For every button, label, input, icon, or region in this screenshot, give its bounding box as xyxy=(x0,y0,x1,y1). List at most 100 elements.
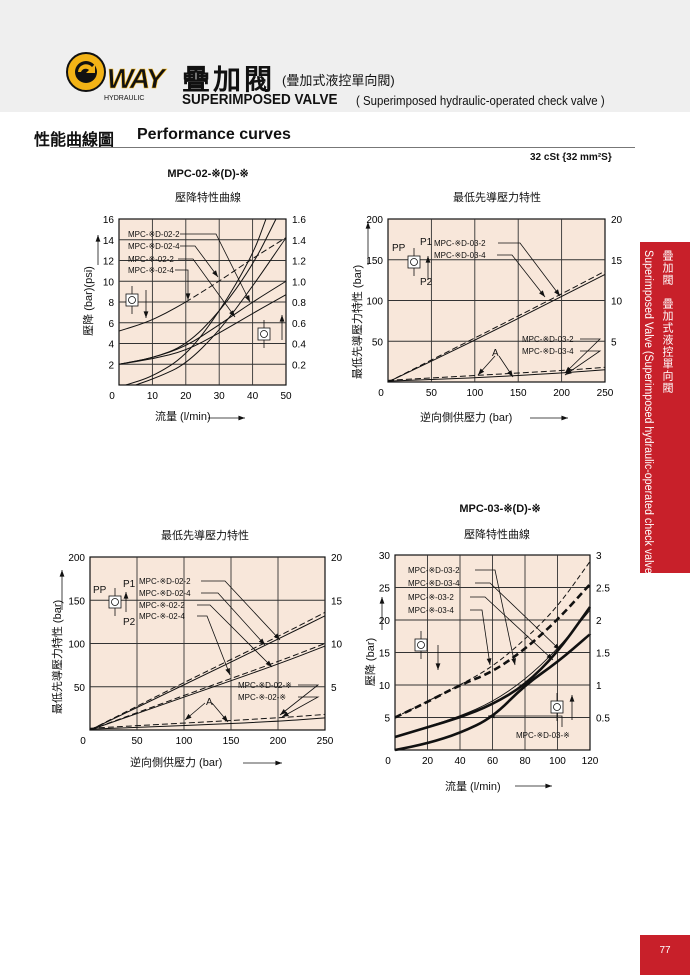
right-tick-label: 0.4 xyxy=(292,340,306,351)
right-tick-label: 1.6 xyxy=(292,215,306,226)
chart4-legend-1: MPC-※D-03-2 xyxy=(408,566,460,575)
arrow-head-icon xyxy=(279,315,285,322)
logo-arrow-icon xyxy=(78,64,95,73)
arrow-head-icon xyxy=(486,658,492,665)
series-line xyxy=(118,301,187,332)
x-tick-label: 120 xyxy=(582,756,599,767)
x-tick-label: 150 xyxy=(510,388,527,399)
x-tick-label: 100 xyxy=(176,736,193,747)
arrow-head-icon xyxy=(221,715,228,722)
arrow-head-icon xyxy=(488,713,495,719)
chart1-title: 壓降特性曲線 xyxy=(175,192,241,204)
x-tick-label: 0 xyxy=(109,391,115,402)
x-tick-label: 20 xyxy=(180,391,192,402)
y-tick-label: 200 xyxy=(366,215,383,226)
chart3-legend-3: MPC-※-02-2 xyxy=(139,601,185,610)
x-tick-label: 250 xyxy=(597,388,614,399)
chart-2: 0 50 100 150 200 250 50 100 150 200 5 10 15 20 xyxy=(366,215,622,399)
series-line xyxy=(394,583,591,719)
arrow-head-icon xyxy=(123,592,129,599)
right-tick-label: 20 xyxy=(331,553,343,564)
chart3-port-a: A xyxy=(206,697,213,708)
right-tick-label: 1.2 xyxy=(292,257,306,268)
section-title-cn: 性能曲線圖 xyxy=(34,132,115,149)
chart4-legend-2: MPC-※D-03-4 xyxy=(408,579,460,588)
arrow-head-icon xyxy=(185,293,191,300)
x-tick-label: 20 xyxy=(422,756,434,767)
valve-ball xyxy=(410,258,418,266)
chart3-port-pp: PP xyxy=(93,585,107,596)
right-tick-label: 0.8 xyxy=(292,298,306,309)
x-tick-label: 0 xyxy=(385,756,391,767)
right-tick-label: 20 xyxy=(611,215,623,226)
chart-1: 0 10 20 30 40 50 2 4 6 8 10 12 14 16 0.2 0.4 0.6 0.8 1.0 1.… xyxy=(103,215,306,402)
arrow-head-icon xyxy=(265,660,272,667)
arrow-head-icon xyxy=(425,256,431,263)
right-tick-label: 0.5 xyxy=(596,714,610,725)
chart2-legend-2: MPC-※D-03-4 xyxy=(434,251,486,260)
arrow-head-icon xyxy=(546,653,553,660)
arrow-head-icon xyxy=(435,663,441,670)
y-tick-label: 50 xyxy=(372,337,384,348)
arrow-head-icon xyxy=(185,713,192,720)
y-tick-label: 8 xyxy=(108,298,114,309)
chart2-port-pp: PP xyxy=(392,243,406,254)
chart4-xlabel: 流量 (l/min) xyxy=(445,781,501,793)
chart1-legend-2: MPC-※D-02-4 xyxy=(128,242,180,251)
chart4-legend-3: MPC-※-03-2 xyxy=(408,593,454,602)
right-tick-label: 15 xyxy=(331,596,343,607)
chart4-model: MPC-03-※(D)-※ xyxy=(459,503,541,515)
chart3-port-p2: P2 xyxy=(123,617,136,628)
arrow-head-icon xyxy=(59,570,65,577)
y-tick-label: 100 xyxy=(68,640,85,651)
side-tab-en: Superimposed Valve (Superimposed hydraul… xyxy=(642,250,654,578)
chart3-ylabel: 最低先導壓力特性 (bar) xyxy=(52,599,64,715)
chart3-legend-lower-2: MPC-※-02-※ xyxy=(238,693,287,702)
leader-line xyxy=(497,254,546,298)
series-line xyxy=(185,237,287,303)
right-tick-label: 1.0 xyxy=(292,277,306,288)
arrow-head-icon xyxy=(143,311,149,318)
leader-line xyxy=(470,609,491,666)
leader-line xyxy=(281,696,320,718)
chart-3: 0 50 100 150 200 250 50 100 150 200 5 10 15 20 xyxy=(68,553,342,747)
arrow-head-icon xyxy=(565,369,572,375)
right-tick-label: 15 xyxy=(611,256,623,267)
arrow-head-icon xyxy=(282,711,289,717)
chart1-legend-4: MPC-※-02-4 xyxy=(128,266,174,275)
title-en: SUPERIMPOSED VALVE xyxy=(182,91,338,108)
y-tick-label: 5 xyxy=(384,714,390,725)
y-tick-label: 16 xyxy=(103,215,115,226)
arrow-head-icon xyxy=(275,760,282,766)
valve-ball xyxy=(128,296,136,304)
series-line xyxy=(89,645,326,731)
right-tick-label: 1 xyxy=(596,681,602,692)
arrow-head-icon xyxy=(365,222,371,229)
side-tab xyxy=(640,242,690,573)
section-title-en: Performance curves xyxy=(137,126,291,143)
chart2-xlabel: 逆向側供壓力 (bar) xyxy=(420,412,513,424)
x-tick-label: 50 xyxy=(426,388,438,399)
logo-brand-text: WAY xyxy=(107,63,167,94)
arrow-head-icon xyxy=(244,295,250,302)
x-tick-label: 40 xyxy=(454,756,466,767)
y-tick-label: 25 xyxy=(379,584,391,595)
valve-ball xyxy=(260,330,268,338)
arrow-head-icon xyxy=(273,633,280,640)
leader-line xyxy=(564,338,601,374)
y-tick-label: 150 xyxy=(68,596,85,607)
leader-line xyxy=(180,233,251,303)
logo-brand-sub: HYDRAULIC xyxy=(104,95,144,102)
right-tick-label: 3 xyxy=(596,551,602,562)
arrow-head-icon xyxy=(545,783,552,789)
chart4-legend-4: MPC-※-03-4 xyxy=(408,606,454,615)
chart1-legend-3: MPC-※-02-2 xyxy=(128,255,174,264)
arrow-head-icon xyxy=(507,370,513,377)
x-tick-label: 30 xyxy=(214,391,226,402)
leader-line xyxy=(564,350,602,376)
chart1-model: MPC-02-※(D)-※ xyxy=(167,168,249,180)
y-tick-label: 100 xyxy=(366,297,383,308)
x-tick-label: 10 xyxy=(147,391,159,402)
y-tick-label: 10 xyxy=(103,277,115,288)
